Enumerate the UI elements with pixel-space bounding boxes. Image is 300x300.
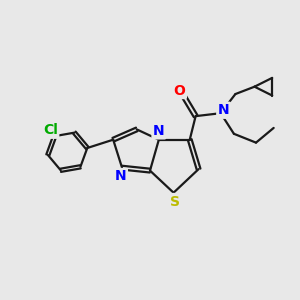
Text: N: N bbox=[218, 103, 230, 117]
Text: N: N bbox=[153, 124, 165, 138]
Text: O: O bbox=[173, 83, 185, 98]
Text: S: S bbox=[170, 194, 180, 208]
Text: Cl: Cl bbox=[43, 123, 58, 137]
Text: N: N bbox=[115, 169, 126, 184]
